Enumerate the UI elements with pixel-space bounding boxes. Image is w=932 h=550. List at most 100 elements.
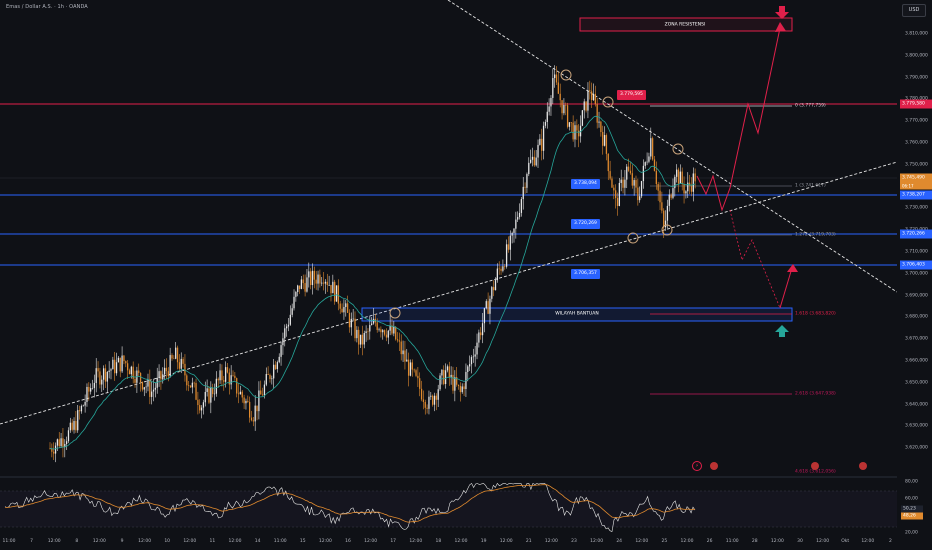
- candle-body: [648, 156, 650, 162]
- rsi-tick: 60,00: [905, 496, 918, 502]
- time-tick: 2: [888, 539, 892, 544]
- candle-body: [202, 402, 205, 408]
- candle-body: [661, 202, 663, 211]
- candle-body: [409, 362, 412, 376]
- candle-body: [657, 184, 659, 191]
- lightning-event-icon[interactable]: ⚡: [692, 461, 702, 471]
- fib-mid-label: 1.272 (3.719,703): [795, 232, 836, 238]
- us-flag-event-icon[interactable]: [859, 462, 867, 470]
- candle-body: [313, 270, 315, 280]
- candle-body: [93, 382, 96, 388]
- time-tick: 12:00: [47, 539, 61, 544]
- candle-body: [276, 362, 279, 370]
- candle-body: [84, 401, 86, 406]
- candle-body: [280, 345, 282, 357]
- candle-body: [391, 325, 393, 334]
- candle-body: [602, 132, 604, 146]
- candle-body: [690, 185, 693, 192]
- candle-body: [637, 187, 639, 201]
- price-tick: 3.710,000: [905, 249, 928, 255]
- level-3-price-tag: 3.706,403: [900, 260, 932, 270]
- candle-body: [291, 308, 293, 315]
- candle-body: [535, 157, 537, 166]
- candle-body: [245, 400, 247, 404]
- candle-body: [169, 355, 171, 377]
- candle-body: [517, 217, 519, 220]
- candle-body: [99, 371, 101, 385]
- sell-arrow-icon: [775, 6, 789, 19]
- buy-arrow-icon: [775, 325, 789, 337]
- candle-body: [459, 385, 462, 393]
- us-flag-event-icon[interactable]: [811, 462, 819, 470]
- time-tick: 14: [254, 539, 261, 544]
- candle-body: [117, 357, 120, 363]
- fib-2618-label: 2.618 (3.647,938): [795, 391, 836, 397]
- candle-body: [376, 322, 378, 330]
- candle-body: [361, 334, 364, 345]
- candle-body: [304, 283, 306, 292]
- candle-body: [487, 301, 489, 314]
- candle-body: [171, 355, 173, 359]
- time-tick: 12:00: [364, 539, 378, 544]
- candle-body: [54, 445, 57, 454]
- candle-body: [324, 281, 327, 284]
- candle-body: [322, 282, 325, 284]
- candle-body: [178, 362, 181, 369]
- candle-body: [443, 369, 445, 384]
- price-tick: 3.810,000: [905, 31, 928, 37]
- currency-button[interactable]: USD: [902, 4, 926, 17]
- candle-body: [219, 370, 221, 381]
- candle-body: [457, 384, 460, 386]
- candle-body: [631, 173, 633, 186]
- candle-body: [295, 291, 297, 297]
- candle-body: [154, 387, 157, 390]
- candle-body: [511, 232, 513, 236]
- time-tick: 12:00: [680, 539, 694, 544]
- candle-body: [618, 182, 621, 206]
- candle-body: [494, 280, 497, 291]
- time-tick: 10: [164, 539, 171, 544]
- time-tick: 18: [435, 539, 442, 544]
- candle-body: [502, 266, 504, 271]
- candle-body: [589, 90, 591, 92]
- candle-body: [681, 171, 683, 185]
- candle-body: [267, 373, 269, 375]
- resistance-zone-label: ZONA RESISTENSI: [664, 22, 706, 28]
- candle-body: [358, 329, 360, 345]
- candle-body: [559, 93, 561, 101]
- candle-body: [354, 318, 356, 339]
- candle-body: [655, 170, 657, 185]
- time-axis[interactable]: [0, 535, 897, 550]
- time-tick: 12:00: [816, 539, 830, 544]
- candle-body: [398, 340, 401, 342]
- candle-body: [688, 182, 691, 186]
- candle-body: [404, 350, 406, 362]
- candle-body: [383, 330, 386, 335]
- us-flag-event-icon[interactable]: [710, 462, 718, 470]
- candle-body: [284, 328, 286, 339]
- swing-point-marker: [661, 224, 673, 236]
- candle-body: [343, 306, 345, 313]
- candle-body: [650, 138, 652, 157]
- candle-body: [138, 370, 140, 374]
- candle-body: [613, 187, 615, 191]
- candle-body: [204, 391, 206, 403]
- candle-body: [104, 368, 107, 382]
- candle-body: [236, 378, 238, 394]
- candle-body: [694, 173, 696, 182]
- candle-body: [674, 176, 676, 189]
- candle-body: [542, 125, 545, 151]
- candle-body: [385, 334, 388, 338]
- time-tick: 12:00: [499, 539, 513, 544]
- resistance-price-tag: 3.779,580: [900, 99, 932, 109]
- candle-body: [158, 371, 160, 378]
- candle-body: [529, 159, 532, 163]
- candle-body: [187, 385, 190, 386]
- candle-body: [500, 268, 502, 271]
- candle-body: [603, 135, 606, 146]
- candle-body: [432, 395, 434, 405]
- candle-body: [152, 389, 155, 392]
- candle-body: [478, 332, 480, 343]
